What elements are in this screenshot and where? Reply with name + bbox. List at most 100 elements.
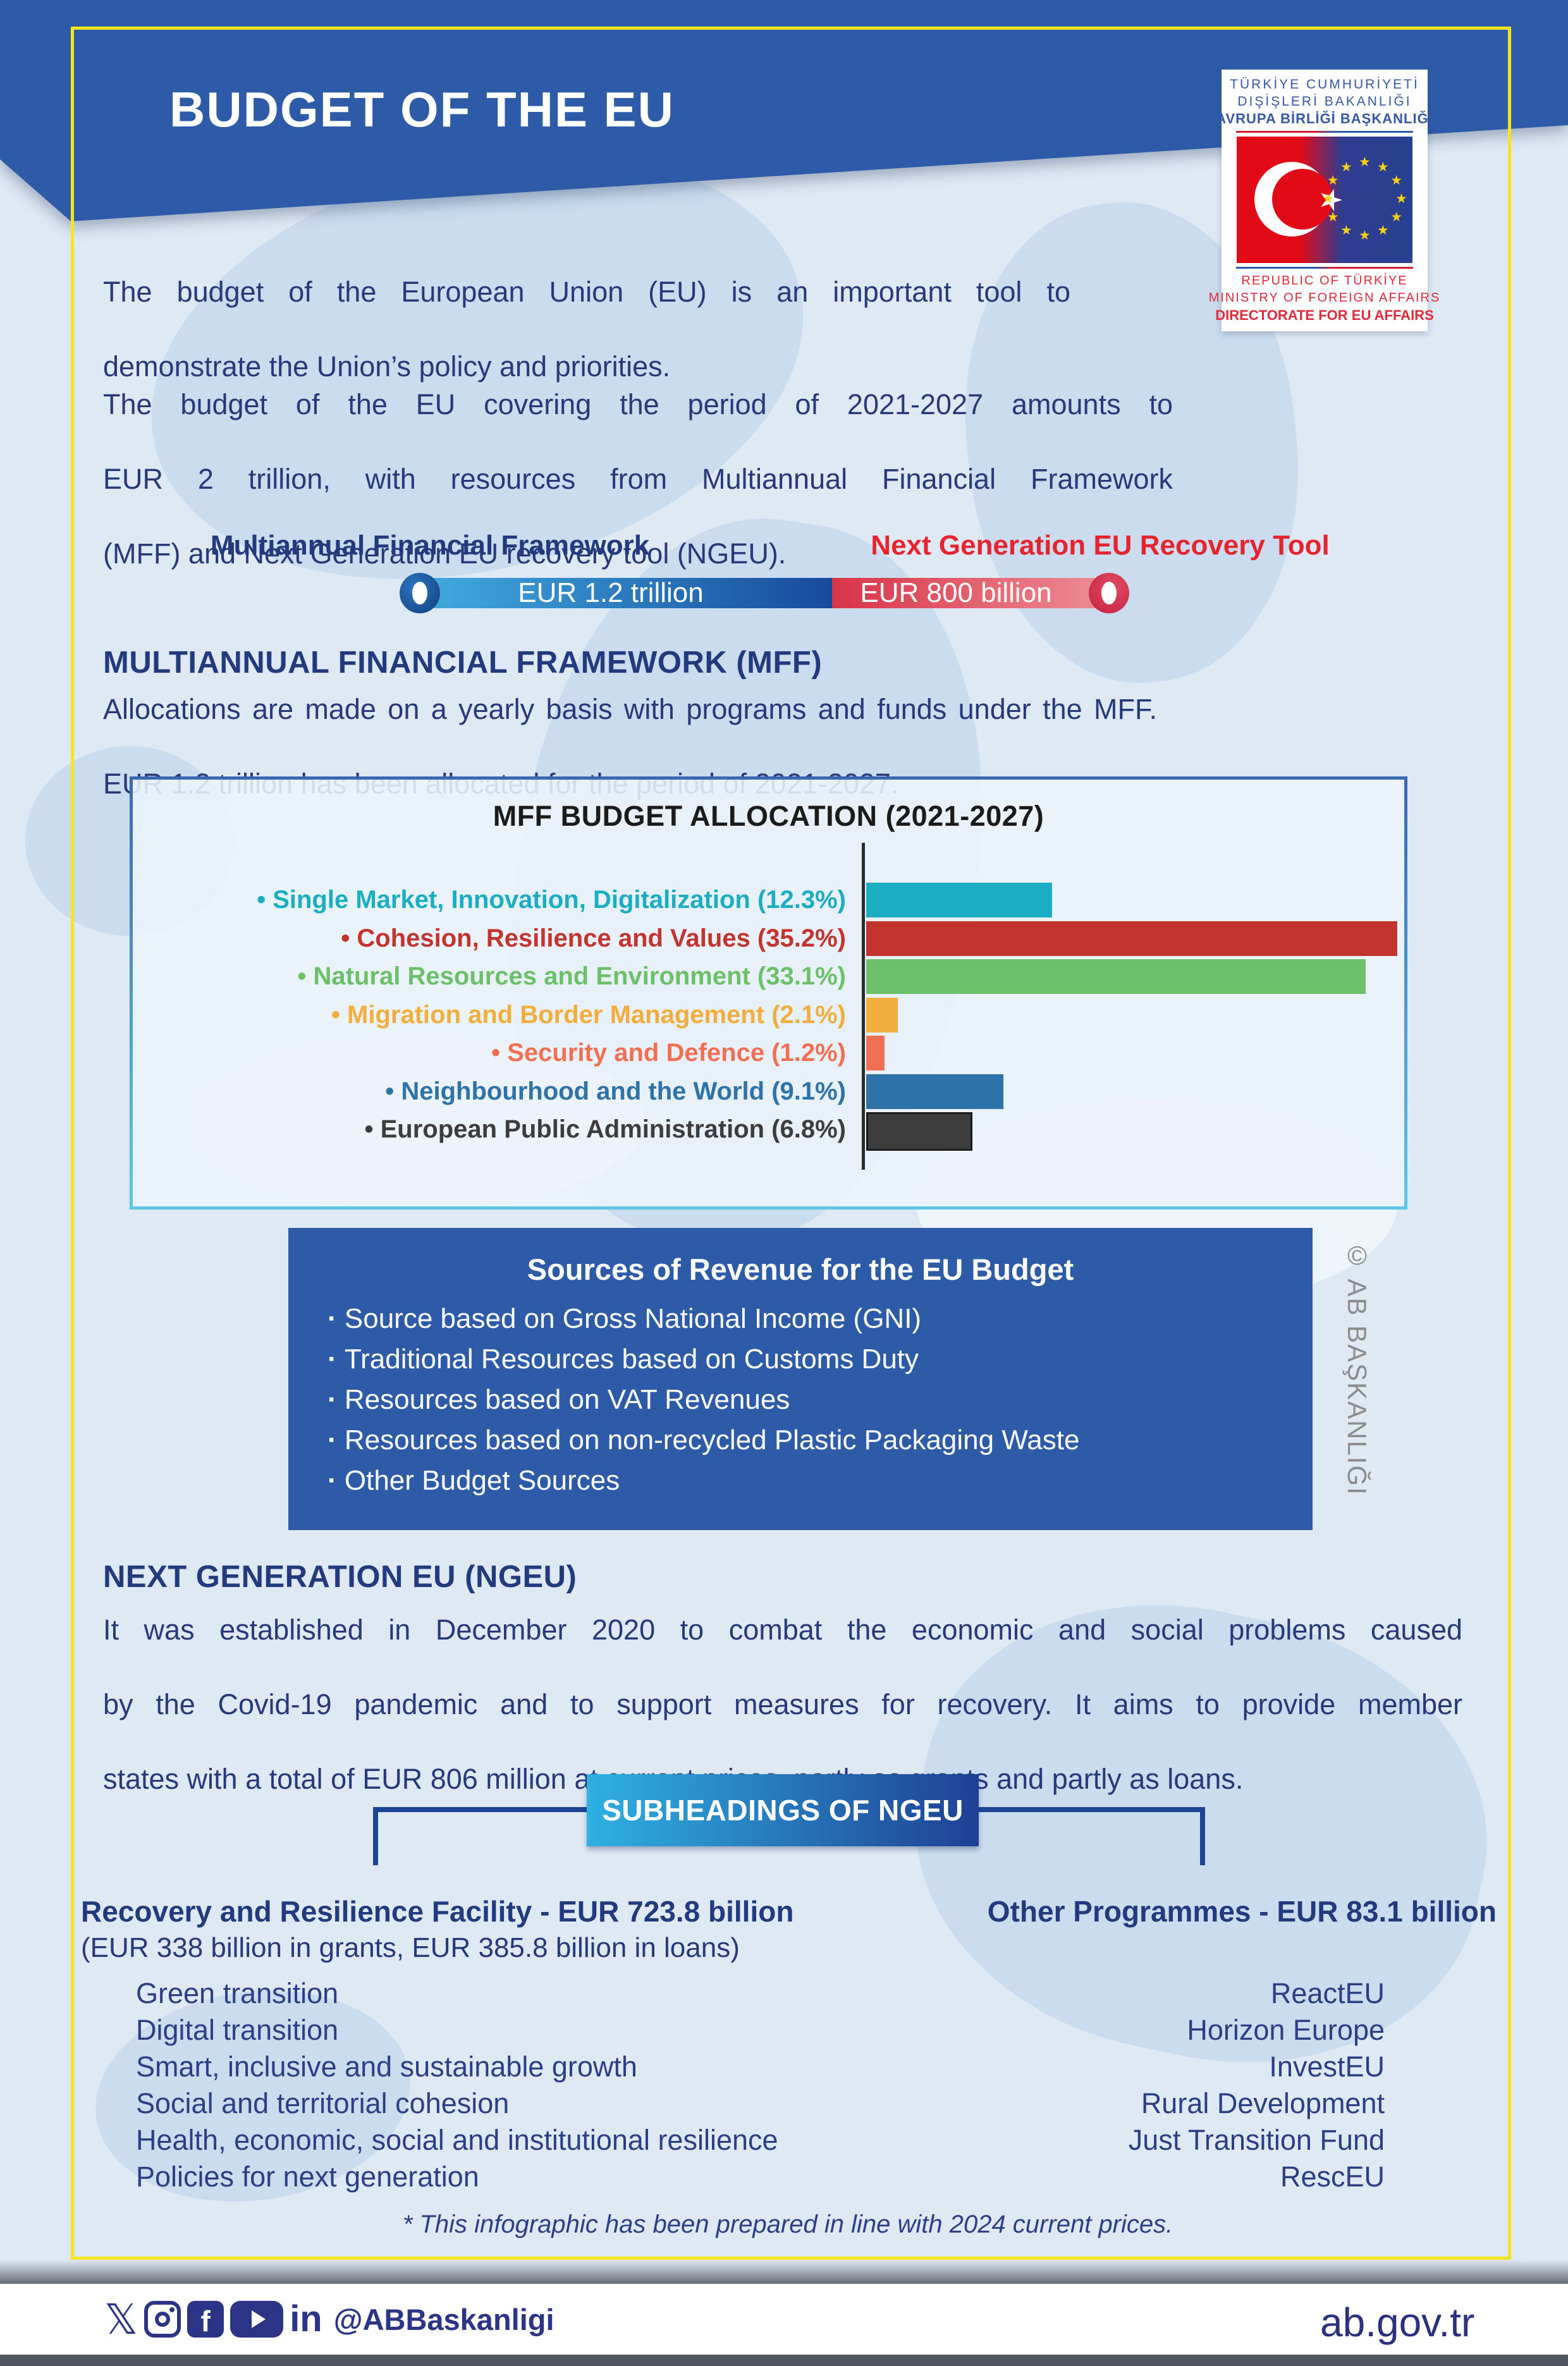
- footer-bottom-strip: [0, 2355, 1568, 2366]
- logo-text-en-3: DIRECTORATE FOR EU AFFAIRS: [1215, 307, 1434, 323]
- bracket-left-drop: [373, 1807, 378, 1865]
- instagram-icon[interactable]: [144, 2301, 181, 2338]
- chart-category-label: Security and Defence (1.2%): [133, 1036, 846, 1070]
- mff-section-heading: MULTIANNUAL FINANCIAL FRAMEWORK (MFF): [103, 646, 823, 680]
- eu-star-icon: ★: [1359, 155, 1371, 169]
- chart-category-label: Neighbourhood and the World (9.1%): [133, 1074, 846, 1109]
- rrf-item: Digital transition: [136, 2014, 339, 2046]
- endcap-dot: [412, 582, 427, 604]
- eu-star-icon: ★: [1326, 210, 1339, 224]
- text-line: by the Covid-19 pandemic and to support …: [103, 1688, 1462, 1720]
- eu-star-icon: ★: [1390, 173, 1403, 188]
- revenue-items: Source based on Gross National Income (G…: [328, 1299, 1080, 1501]
- logo-text-tr-1: TÜRKİYE CUMHURİYETİ: [1230, 77, 1419, 92]
- x-icon[interactable]: 𝕏: [104, 2296, 138, 2343]
- chart-bar: [866, 959, 1366, 994]
- logo-divider: [1236, 267, 1413, 269]
- ngeu-bar-value: EUR 800 billion: [860, 577, 1052, 608]
- revenue-item: Other Budget Sources: [328, 1461, 1079, 1501]
- eu-star-icon: ★: [1340, 159, 1352, 175]
- intro-paragraph-2: The budget of the EU covering the period…: [103, 386, 1173, 572]
- chart-title: MFF BUDGET ALLOCATION (2021-2027): [493, 800, 1044, 832]
- bar-endcap-right: [1089, 573, 1129, 613]
- logo-text-tr-3: AVRUPA BİRLİĞİ BAŞKANLIĞI: [1216, 111, 1433, 126]
- mff-bar-label: Multiannual Financial Framework: [210, 530, 650, 561]
- crescent-icon-inner: [1272, 169, 1333, 230]
- page-title: BUDGET OF THE EU: [169, 82, 675, 137]
- chart-bar: [866, 1112, 973, 1151]
- text-line: demonstrate the Union’s policy and prior…: [103, 350, 671, 383]
- chart-bar: [866, 883, 1052, 917]
- copyright-vertical: © AB BAŞKANLIĞI: [1342, 1241, 1372, 1496]
- rrf-item: Social and territorial cohesion: [136, 2087, 510, 2119]
- eu-star-icon: ★: [1340, 223, 1352, 238]
- ngeu-section-heading: NEXT GENERATION EU (NGEU): [103, 1560, 577, 1594]
- text-line: It was established in December 2020 to c…: [103, 1614, 1462, 1646]
- youtube-icon[interactable]: [230, 2301, 284, 2338]
- chart-category-label: Migration and Border Management (2.1%): [133, 998, 846, 1033]
- rrf-item: Green transition: [136, 1977, 339, 2009]
- rrf-item: Smart, inclusive and sustainable growth: [136, 2050, 637, 2083]
- programme-item: Just Transition Fund: [1128, 2124, 1385, 2156]
- ngeu-bar-segment: [832, 578, 1109, 608]
- eu-star-icon: ★: [1395, 192, 1407, 206]
- chart-category-label: Cohesion, Resilience and Values (35.2%): [133, 921, 846, 956]
- rrf-item: Policies for next generation: [136, 2161, 479, 2193]
- endcap-dot: [1101, 582, 1117, 604]
- revenue-item: Resources based on VAT Revenues: [328, 1380, 1079, 1420]
- footer-shadow: [0, 2260, 1568, 2284]
- bar-endcap-left: [400, 573, 440, 613]
- other-programmes-items: ReactEU Horizon Europe InvestEU Rural Devel…: [879, 1975, 1385, 2195]
- turkiye-eu-flag: ★ ★ ★ ★ ★ ★ ★ ★ ★ ★ ★ ★ ★: [1237, 137, 1412, 263]
- chart-category-label: Natural Resources and Environment (33.1%…: [133, 959, 846, 994]
- other-programmes-title: Other Programmes - EUR 83.1 billion: [987, 1895, 1497, 1928]
- programme-item: InvestEU: [1269, 2050, 1385, 2083]
- text-line: (MFF) and Next Generation EU recovery to…: [103, 537, 787, 570]
- website-link[interactable]: ab.gov.tr: [1320, 2300, 1475, 2345]
- bracket-right-drop: [1200, 1807, 1205, 1865]
- eu-star-icon: ★: [1326, 173, 1339, 188]
- rrf-items: Green transition Digital transition Smart,…: [136, 1975, 778, 2195]
- revenue-item: Traditional Resources based on Customs D…: [328, 1339, 1079, 1380]
- footnote: * This infographic has been prepared in …: [402, 2210, 1173, 2238]
- programme-item: Rural Development: [1141, 2087, 1385, 2119]
- text-line: The budget of the EU covering the period…: [103, 388, 1173, 420]
- text-line: EUR 2 trillion, with resources from Mult…: [103, 463, 1173, 495]
- chart-bar: [866, 1074, 1004, 1109]
- text-line: The budget of the European Union (EU) is…: [103, 276, 1070, 308]
- logo-text-en-2: MINISTRY OF FOREIGN AFFAIRS: [1208, 291, 1441, 305]
- programme-item: ReactEU: [1270, 1977, 1385, 2009]
- revenue-item: Resources based on non-recycled Plastic …: [328, 1420, 1080, 1461]
- chart-category-label: Single Market, Innovation, Digitalizatio…: [133, 883, 846, 917]
- chart-bar: [866, 1036, 885, 1070]
- rrf-title: Recovery and Resilience Facility - EUR 7…: [81, 1895, 794, 1928]
- social-handle[interactable]: @ABBaskanligi: [333, 2302, 554, 2336]
- eu-star-icon: ★: [1377, 223, 1389, 238]
- revenue-item: Source based on Gross National Income (G…: [328, 1299, 1079, 1339]
- programme-item: Horizon Europe: [1187, 2014, 1385, 2046]
- programme-item: RescEU: [1280, 2161, 1385, 2193]
- instagram-dot: [169, 2307, 175, 2312]
- chart-category-label: European Public Administration (6.8%): [133, 1112, 846, 1147]
- instagram-lens: [155, 2312, 171, 2327]
- logo-divider: [1236, 131, 1413, 133]
- ngeu-paragraph: It was established in December 2020 to c…: [103, 1611, 1462, 1798]
- eu-star-icon: ★: [1359, 228, 1371, 243]
- revenue-box-title: Sources of Revenue for the EU Budget: [527, 1253, 1074, 1286]
- eu-star-icon: ★: [1390, 210, 1403, 224]
- logo-text-en-1: REPUBLIC OF TÜRKİYE: [1241, 274, 1408, 288]
- youtube-play-triangle: [252, 2310, 266, 2328]
- rrf-subtitle: (EUR 338 billion in grants, EUR 385.8 bi…: [81, 1932, 740, 1963]
- rrf-item: Health, economic, social and institution…: [136, 2124, 778, 2156]
- chart-bar: [866, 921, 1397, 956]
- subheadings-box: SUBHEADINGS OF NGEU: [587, 1774, 979, 1846]
- facebook-icon[interactable]: f: [187, 2301, 224, 2338]
- chart-bar: [866, 997, 898, 1033]
- linkedin-icon[interactable]: in: [290, 2298, 322, 2339]
- revenue-sources-box: Sources of Revenue for the EU Budget Sou…: [288, 1228, 1313, 1530]
- chart-rows: Single Market, Innovation, Digitalizatio…: [133, 780, 1404, 1206]
- ministry-logo: TÜRKİYE CUMHURİYETİ DIŞİŞLERİ BAKANLIĞI …: [1209, 70, 1439, 331]
- logo-text-tr-2: DIŞİŞLERİ BAKANLIĞI: [1237, 94, 1412, 109]
- ngeu-bar-label: Next Generation EU Recovery Tool: [871, 530, 1330, 561]
